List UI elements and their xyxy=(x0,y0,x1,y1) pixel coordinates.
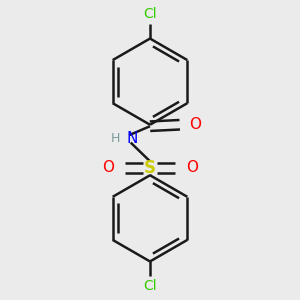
Text: O: O xyxy=(102,160,114,175)
Text: H: H xyxy=(111,132,120,145)
Text: O: O xyxy=(186,160,198,175)
Text: Cl: Cl xyxy=(143,279,157,293)
Text: Cl: Cl xyxy=(143,7,157,21)
Text: O: O xyxy=(189,117,201,132)
Text: S: S xyxy=(144,159,156,177)
Text: N: N xyxy=(126,130,138,146)
